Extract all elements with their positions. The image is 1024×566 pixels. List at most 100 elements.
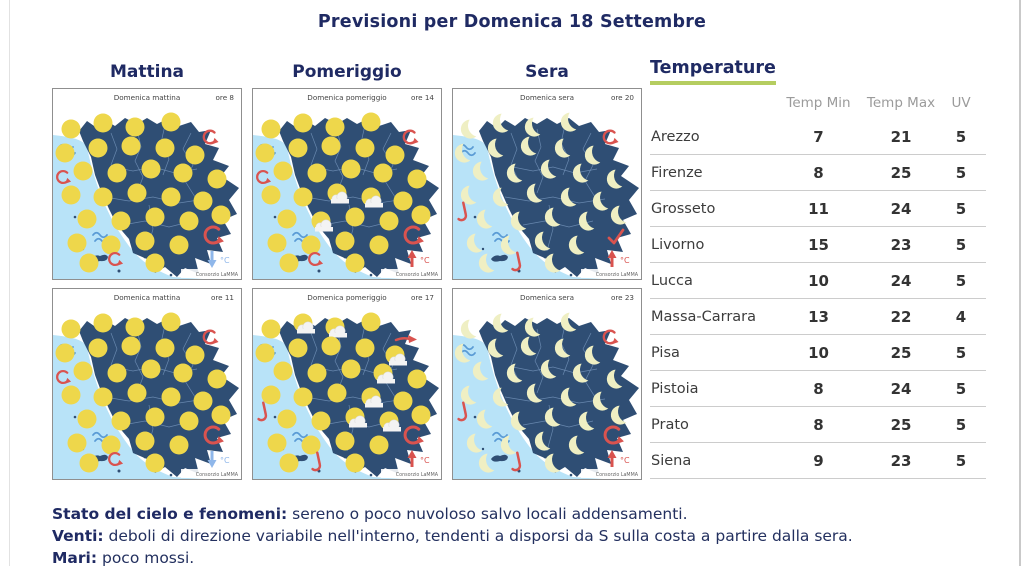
svg-text:ore 23: ore 23 xyxy=(611,293,634,302)
table-row: Prato 8 25 5 xyxy=(650,406,986,443)
city-cell: Massa-Carrara xyxy=(650,298,771,335)
uv-cell: 5 xyxy=(936,190,986,227)
tuscany-map-svg: Domenica sera ore 20 °C Consorzio LaMMA xyxy=(453,89,641,279)
temp-min-cell: 8 xyxy=(771,370,866,407)
table-row: Siena 9 23 5 xyxy=(650,442,986,479)
uv-cell: 5 xyxy=(936,262,986,299)
temperature-table-header-row: Temp Min Temp Max UV xyxy=(650,91,986,119)
temperature-title: Temperature xyxy=(650,58,776,85)
svg-text:Domenica mattina: Domenica mattina xyxy=(114,293,181,302)
temp-max-cell: 25 xyxy=(866,334,936,371)
uv-cell: 5 xyxy=(936,406,986,443)
svg-text:Consorzio LaMMA: Consorzio LaMMA xyxy=(596,272,639,278)
uv-cell: 5 xyxy=(936,370,986,407)
winds-text: deboli di direzione variabile nell'inter… xyxy=(103,527,853,545)
temperature-table: Temp Min Temp Max UV Arezzo 7 21 5 Firenze 8 2… xyxy=(650,91,986,479)
seas-line: Mari: poco mossi. xyxy=(52,548,992,566)
seas-text: poco mossi. xyxy=(97,549,195,566)
temp-min-cell: 11 xyxy=(771,190,866,227)
page-border-left xyxy=(9,0,10,566)
temp-max-cell: 25 xyxy=(866,154,936,191)
temp-min-cell: 8 xyxy=(771,406,866,443)
city-cell: Firenze xyxy=(650,154,771,191)
city-cell: Grosseto xyxy=(650,190,771,227)
weather-map-sera-ore-23: Domenica sera ore 23 °C Consorzio LaMMA xyxy=(452,288,642,480)
city-cell: Prato xyxy=(650,406,771,443)
city-cell: Livorno xyxy=(650,226,771,263)
svg-text:Consorzio LaMMA: Consorzio LaMMA xyxy=(396,272,439,278)
svg-text:ore 20: ore 20 xyxy=(611,93,634,102)
weather-map-mattina-ore-11: Domenica mattina ore 11 °C Consorzio LaM… xyxy=(52,288,242,480)
temp-min-cell: 8 xyxy=(771,154,866,191)
svg-text:°C: °C xyxy=(620,256,630,265)
city-cell: Lucca xyxy=(650,262,771,299)
city-cell: Arezzo xyxy=(650,119,771,155)
uv-cell: 5 xyxy=(936,334,986,371)
temp-min-cell: 13 xyxy=(771,298,866,335)
temp-max-cell: 24 xyxy=(866,190,936,227)
winds-label: Venti: xyxy=(52,527,104,545)
svg-text:Consorzio LaMMA: Consorzio LaMMA xyxy=(596,472,639,478)
column-header-mattina: Mattina xyxy=(109,62,185,82)
tuscany-map-svg: Domenica sera ore 23 °C Consorzio LaMMA xyxy=(453,289,641,479)
tuscany-map-svg: Domenica pomeriggio ore 17 °C Consorzio … xyxy=(253,289,441,479)
page-border-right xyxy=(1019,0,1021,566)
table-row: Grosseto 11 24 5 xyxy=(650,190,986,227)
table-row: Pistoia 8 24 5 xyxy=(650,370,986,407)
svg-text:Domenica pomeriggio: Domenica pomeriggio xyxy=(307,93,386,102)
column-header-sera: Sera xyxy=(525,62,569,82)
temp-max-cell: 24 xyxy=(866,262,936,299)
table-row: Livorno 15 23 5 xyxy=(650,226,986,263)
temp-min-cell: 10 xyxy=(771,334,866,371)
svg-text:ore 17: ore 17 xyxy=(411,293,434,302)
table-row: Lucca 10 24 5 xyxy=(650,262,986,299)
temp-max-cell: 21 xyxy=(866,119,936,155)
city-cell: Pistoia xyxy=(650,370,771,407)
temp-max-cell: 25 xyxy=(866,406,936,443)
table-row: Massa-Carrara 13 22 4 xyxy=(650,298,986,335)
temp-max-column-header: Temp Max xyxy=(866,95,936,111)
weather-map-pomeriggio-ore-17: Domenica pomeriggio ore 17 °C Consorzio … xyxy=(252,288,442,480)
weather-map-mattina-ore-8: Domenica mattina ore 8 °C Consorzio LaMM… xyxy=(52,88,242,280)
temp-max-cell: 23 xyxy=(866,226,936,263)
uv-cell: 5 xyxy=(936,154,986,191)
uv-cell: 5 xyxy=(936,442,986,479)
svg-text:ore 8: ore 8 xyxy=(216,93,235,102)
sky-conditions-line: Stato del cielo e fenomeni: sereno o poc… xyxy=(52,504,992,524)
svg-text:°C: °C xyxy=(620,456,630,465)
svg-text:Domenica sera: Domenica sera xyxy=(520,93,574,102)
city-cell: Siena xyxy=(650,442,771,479)
table-row: Firenze 8 25 5 xyxy=(650,154,986,191)
svg-text:Consorzio LaMMA: Consorzio LaMMA xyxy=(396,472,439,478)
tuscany-map-svg: Domenica mattina ore 8 °C Consorzio LaMM… xyxy=(53,89,241,279)
temperature-section: Temperature Temp Min Temp Max UV Arezzo 7… xyxy=(650,58,990,479)
city-column-header xyxy=(650,91,771,119)
temp-min-cell: 10 xyxy=(771,262,866,299)
svg-text:Consorzio LaMMA: Consorzio LaMMA xyxy=(196,272,239,278)
svg-text:°C: °C xyxy=(420,456,430,465)
temp-max-cell: 23 xyxy=(866,442,936,479)
tuscany-map-svg: Domenica mattina ore 11 °C Consorzio LaM… xyxy=(53,289,241,479)
temp-min-cell: 9 xyxy=(771,442,866,479)
temp-max-cell: 22 xyxy=(866,298,936,335)
svg-text:ore 11: ore 11 xyxy=(211,293,234,302)
temp-min-cell: 7 xyxy=(771,119,866,155)
uv-cell: 4 xyxy=(936,298,986,335)
svg-text:Domenica mattina: Domenica mattina xyxy=(114,93,181,102)
table-row: Arezzo 7 21 5 xyxy=(650,119,986,155)
uv-cell: 5 xyxy=(936,119,986,155)
tuscany-map-svg: Domenica pomeriggio ore 14 °C Consorzio … xyxy=(253,89,441,279)
city-cell: Pisa xyxy=(650,334,771,371)
seas-label: Mari: xyxy=(52,549,98,566)
sky-conditions-label: Stato del cielo e fenomeni: xyxy=(52,505,288,523)
forecast-text: Stato del cielo e fenomeni: sereno o poc… xyxy=(52,504,992,566)
weather-map-pomeriggio-ore-14: Domenica pomeriggio ore 14 °C Consorzio … xyxy=(252,88,442,280)
page-title: Previsioni per Domenica 18 Settembre xyxy=(317,12,707,32)
svg-text:Domenica pomeriggio: Domenica pomeriggio xyxy=(307,293,386,302)
weather-map-sera-ore-20: Domenica sera ore 20 °C Consorzio LaMMA xyxy=(452,88,642,280)
uv-cell: 5 xyxy=(936,226,986,263)
winds-line: Venti: deboli di direzione variabile nel… xyxy=(52,526,992,546)
sky-conditions-text: sereno o poco nuvoloso salvo locali adde… xyxy=(287,505,688,523)
temp-max-cell: 24 xyxy=(866,370,936,407)
